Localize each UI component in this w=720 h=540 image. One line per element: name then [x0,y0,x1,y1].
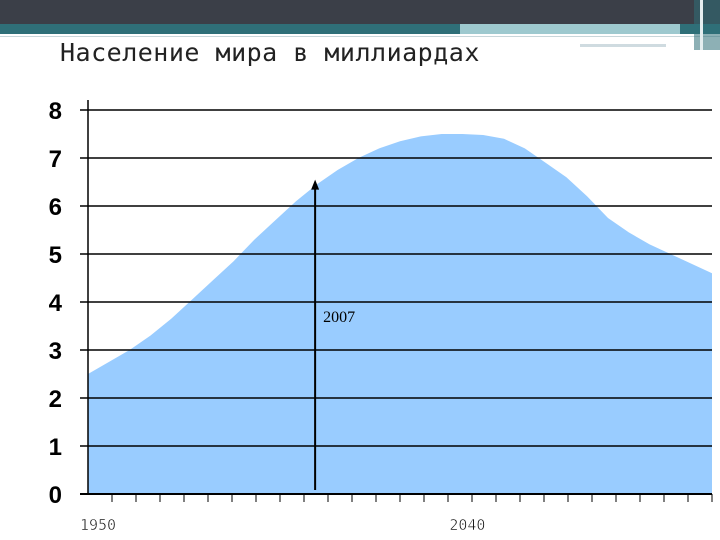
x-tick-label-2040: 2040 [449,516,485,534]
y-tick-label-2: 2 [49,386,62,413]
y-tick-labels: 0 1 2 3 4 5 6 7 8 [49,98,63,509]
y-tick-label-1: 1 [49,434,62,461]
annotation-arrow-head [311,179,320,190]
x-tick-labels: 1950 2040 [80,516,486,535]
y-tick-label-4: 4 [49,290,63,317]
y-tick-label-0: 0 [49,482,62,509]
y-gridlines [88,109,712,447]
title-underline-decoration [580,44,666,47]
slide-title: Население мира в миллиардах [60,38,480,67]
y-tick-label-5: 5 [49,242,62,269]
y-tick-label-8: 8 [49,98,62,125]
header-divider [0,36,720,37]
annotation-label: 2007 [323,309,355,326]
population-area [88,134,712,494]
y-tick-label-6: 6 [49,194,62,221]
annotations: 2007 [311,179,355,490]
y-tick-label-7: 7 [49,146,62,173]
y-tick-label-3: 3 [49,338,62,365]
chart-axes [80,100,713,502]
slide-header-bar [0,0,720,24]
corner-decoration-stripe [700,0,703,50]
x-tick-label-1950: 1950 [80,516,116,534]
slide-accent-highlight [460,24,680,34]
corner-decoration [694,0,720,50]
slide-accent-band [0,24,720,34]
